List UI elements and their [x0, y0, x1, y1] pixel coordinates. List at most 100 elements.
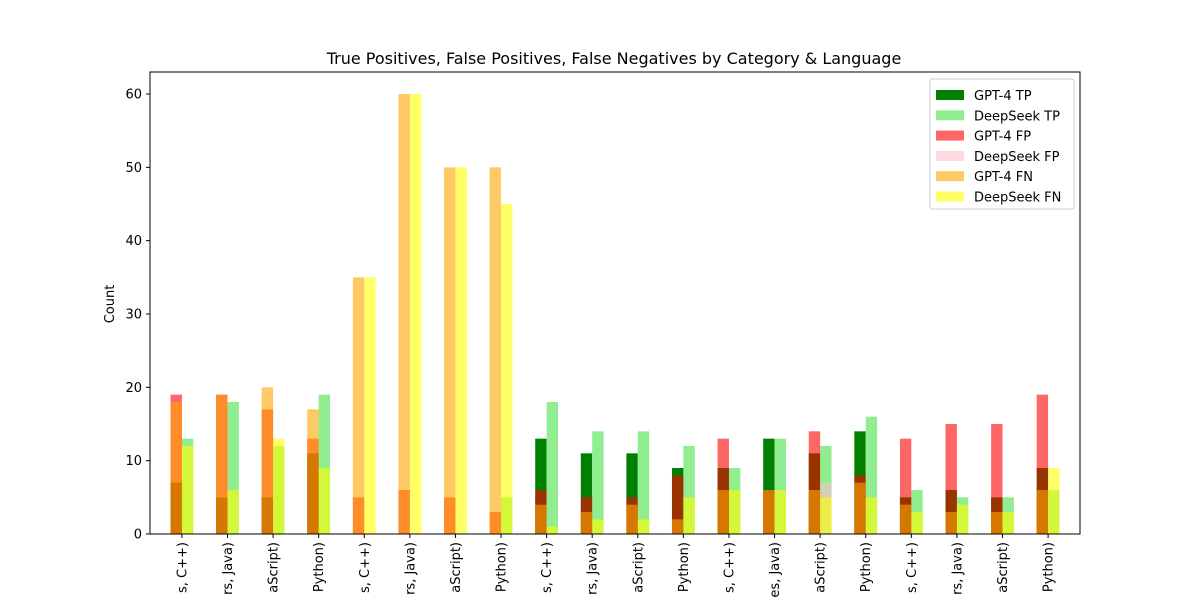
legend-label: DeepSeek FN — [974, 191, 1061, 206]
bar — [227, 402, 239, 534]
bar — [637, 431, 650, 534]
x-tick-label: rs, Java) — [586, 542, 601, 595]
bar — [774, 490, 786, 534]
bar — [763, 490, 775, 534]
bar — [501, 204, 513, 534]
legend-swatch — [936, 171, 964, 182]
bar — [991, 424, 1003, 534]
bar — [774, 438, 786, 534]
bar — [546, 402, 559, 534]
legend-swatch — [936, 150, 964, 161]
bar — [352, 277, 365, 534]
legend-label: GPT-4 FP — [974, 130, 1031, 145]
x-tick-label: Python) — [312, 542, 327, 592]
x-tick-label: Python) — [677, 542, 692, 592]
bar — [318, 394, 331, 534]
y-tick-label: 40 — [125, 234, 142, 249]
x-tick-label: Python) — [495, 542, 510, 592]
x-tick-label: aScript) — [631, 542, 646, 593]
y-tick-label: 10 — [125, 454, 142, 469]
legend-box — [929, 78, 1075, 210]
bar — [580, 453, 593, 534]
bar — [398, 94, 410, 534]
bar — [592, 431, 604, 534]
bar — [671, 519, 684, 534]
x-tick-label: s, C++) — [722, 542, 737, 593]
bar — [261, 387, 274, 534]
bar — [489, 167, 502, 535]
y-tick-label: 50 — [125, 161, 142, 176]
x-tick-label: es, Java) — [768, 542, 783, 598]
bar — [945, 424, 957, 534]
y-tick-label: 60 — [125, 88, 142, 103]
legend-label: DeepSeek TP — [974, 109, 1060, 124]
y-tick-label: 20 — [125, 381, 142, 396]
legend-swatch — [936, 130, 964, 141]
series-gpt-4-fn — [170, 94, 1049, 535]
plot-area — [149, 71, 1081, 535]
chart-title: True Positives, False Positives, False N… — [326, 49, 902, 68]
bar — [444, 167, 456, 535]
bar — [1036, 394, 1049, 534]
bar — [535, 438, 547, 534]
bar — [181, 446, 194, 534]
bar — [899, 438, 912, 534]
legend-label: DeepSeek FP — [974, 150, 1060, 165]
bar — [854, 482, 866, 534]
bar — [671, 475, 684, 534]
y-axis-label: Count — [103, 285, 118, 324]
legend-swatch — [936, 110, 964, 121]
bar — [637, 519, 650, 534]
bar — [945, 512, 957, 534]
x-tick-label: Python) — [1042, 542, 1057, 592]
y-tick-label: 30 — [125, 308, 142, 323]
x-tick-label: rs, Java) — [221, 542, 236, 595]
bar — [318, 468, 331, 534]
bar — [307, 409, 319, 534]
bar — [808, 490, 821, 534]
bar — [865, 416, 878, 534]
x-tick-label: s, C++) — [905, 542, 920, 593]
bar — [683, 446, 695, 534]
bar — [991, 512, 1003, 534]
series-deepseek-fn — [181, 94, 1060, 535]
x-tick-label: aScript) — [996, 542, 1011, 593]
x-axis: s, C++) rs, Java) aScript) Python) s, C++) rs… — [175, 534, 1057, 598]
bar — [1002, 512, 1014, 534]
bar — [911, 512, 923, 534]
bar — [763, 438, 775, 534]
bar — [273, 438, 285, 534]
x-tick-label: rs, Java) — [950, 542, 965, 595]
bar — [956, 504, 969, 534]
bar — [580, 512, 593, 534]
legend-swatch — [936, 191, 964, 202]
x-tick-label: s, C++) — [540, 542, 555, 593]
legend: GPT-4 TP DeepSeek TP GPT-4 FP DeepSeek FP GP… — [929, 78, 1075, 210]
plot-frame — [149, 71, 1081, 535]
bar — [409, 94, 422, 534]
bar — [535, 504, 547, 534]
bar — [865, 497, 878, 534]
bar — [546, 526, 559, 534]
bar — [592, 519, 604, 534]
bar — [626, 504, 638, 534]
x-tick-label: aScript) — [267, 542, 282, 593]
x-tick-label: rs, Java) — [403, 542, 418, 595]
bar — [216, 394, 228, 534]
x-tick-label: s, C++) — [175, 542, 190, 593]
x-tick-label: aScript) — [814, 542, 829, 593]
bar — [717, 438, 729, 534]
bar — [1048, 468, 1060, 534]
bar — [808, 431, 821, 534]
x-tick-label: s, C++) — [358, 542, 373, 593]
bar — [820, 497, 832, 534]
bar — [728, 490, 741, 534]
bar — [899, 504, 912, 534]
bar — [364, 277, 376, 534]
y-axis: 0 10 20 30 40 50 60 — [125, 88, 150, 543]
legend-label: GPT-4 TP — [974, 89, 1032, 104]
bar — [717, 490, 729, 534]
bar — [683, 497, 695, 534]
legend-swatch — [936, 90, 964, 100]
